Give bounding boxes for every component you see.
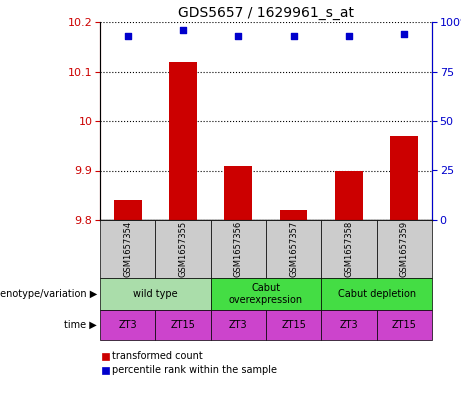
Text: GSM1657354: GSM1657354: [123, 221, 132, 277]
Text: genotype/variation ▶: genotype/variation ▶: [0, 289, 97, 299]
Bar: [100, 278, 211, 310]
Bar: [102, 367, 109, 373]
Text: wild type: wild type: [133, 289, 177, 299]
Bar: [321, 278, 432, 310]
Bar: [155, 310, 211, 340]
Bar: [225, 165, 252, 220]
Text: percentile rank within the sample: percentile rank within the sample: [112, 365, 277, 375]
Text: ZT3: ZT3: [118, 320, 137, 330]
Bar: [211, 278, 321, 310]
Text: GSM1657357: GSM1657357: [289, 221, 298, 277]
Bar: [211, 310, 266, 340]
Text: ZT15: ZT15: [392, 320, 417, 330]
Point: [290, 33, 297, 39]
Text: GSM1657358: GSM1657358: [344, 221, 354, 277]
Bar: [169, 62, 197, 220]
Text: Cabut
overexpression: Cabut overexpression: [229, 283, 303, 305]
Point: [235, 33, 242, 39]
Point: [124, 33, 131, 39]
Bar: [377, 310, 432, 340]
Point: [345, 33, 353, 39]
Bar: [266, 220, 321, 278]
Point: [179, 27, 187, 33]
Bar: [280, 210, 307, 220]
Text: GSM1657355: GSM1657355: [178, 221, 188, 277]
Text: ZT3: ZT3: [340, 320, 358, 330]
Point: [401, 31, 408, 37]
Bar: [321, 220, 377, 278]
Bar: [266, 310, 321, 340]
Text: Cabut depletion: Cabut depletion: [337, 289, 416, 299]
Text: time ▶: time ▶: [64, 320, 97, 330]
Bar: [321, 310, 377, 340]
Text: ZT15: ZT15: [281, 320, 306, 330]
Title: GDS5657 / 1629961_s_at: GDS5657 / 1629961_s_at: [178, 6, 354, 20]
Text: ZT15: ZT15: [171, 320, 195, 330]
Bar: [335, 171, 363, 220]
Bar: [211, 220, 266, 278]
Text: GSM1657359: GSM1657359: [400, 221, 409, 277]
Bar: [100, 220, 155, 278]
Text: GSM1657356: GSM1657356: [234, 221, 243, 277]
Bar: [390, 136, 418, 220]
Bar: [377, 220, 432, 278]
Text: transformed count: transformed count: [112, 351, 203, 361]
Bar: [102, 353, 109, 360]
Bar: [155, 220, 211, 278]
Text: ZT3: ZT3: [229, 320, 248, 330]
Bar: [100, 310, 155, 340]
Bar: [114, 200, 142, 220]
